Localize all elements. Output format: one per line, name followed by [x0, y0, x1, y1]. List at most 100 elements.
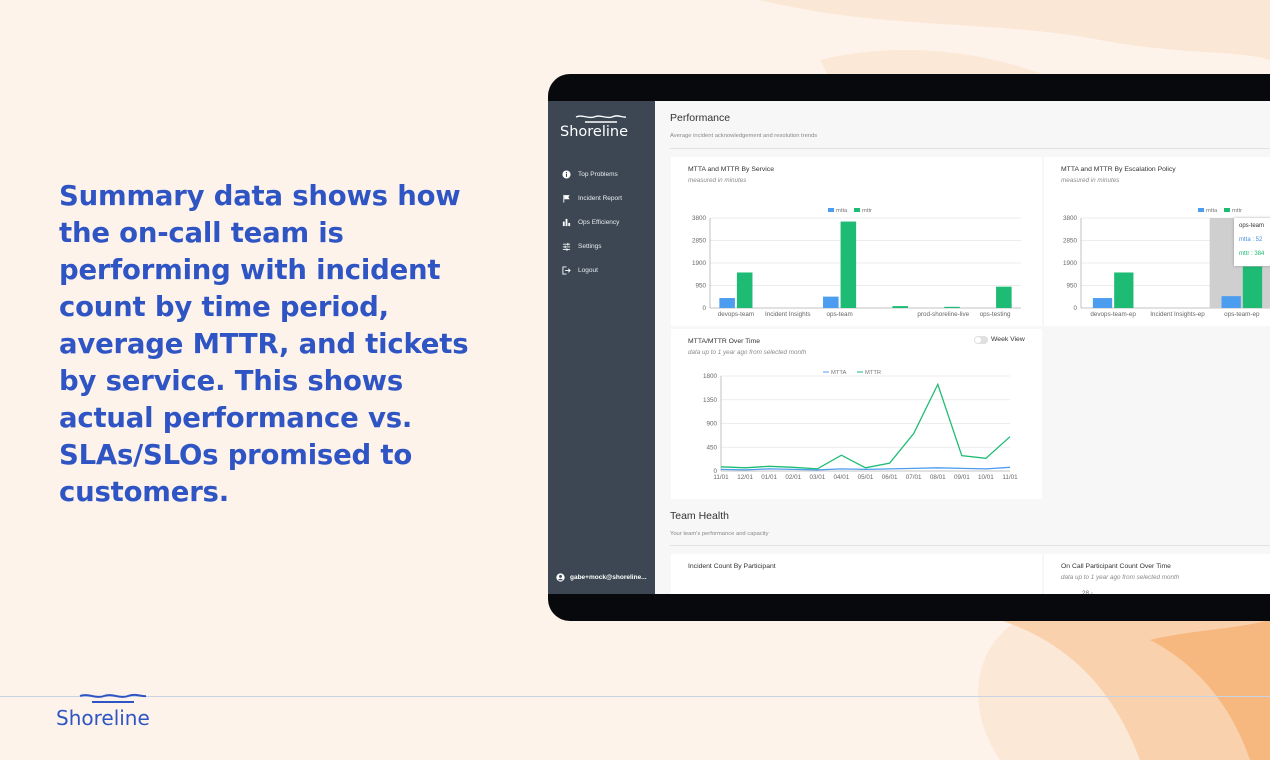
bar-mttr	[1114, 272, 1134, 308]
legend-label: MTTR	[865, 370, 881, 376]
legend-label: MTTA	[831, 370, 846, 376]
legend-swatch	[1224, 208, 1230, 212]
mtta-mttr-by-policy-card: MTTA and MTTR By Escalation Policy measu…	[1044, 157, 1270, 326]
x-tick-label: devops-team	[718, 311, 754, 318]
x-tick-label: 05/01	[858, 474, 874, 481]
by-service-bar-chart: 0 950 1900 2850 3800 devops-team Incident Insi…	[692, 208, 1021, 318]
mtta-mttr-over-time-card: MTTA/MTTR Over Time data up to 1 year ag…	[671, 329, 1042, 499]
y-tick-label: 2850	[692, 238, 707, 245]
team-health-title: Team Health	[670, 510, 729, 522]
flag-icon	[563, 194, 570, 203]
section-divider	[670, 148, 1270, 149]
nav-item-ops-efficiency[interactable]: Ops Efficiency	[562, 216, 619, 228]
series-line-MTTR	[720, 382, 1011, 470]
x-tick-label: Incident Insights	[765, 311, 811, 318]
main-content: Performance Average incident acknowledge…	[655, 101, 1270, 594]
y-tick-label: 2850	[1063, 238, 1078, 245]
bar-mttr	[892, 306, 908, 308]
y-tick-label: 1900	[692, 260, 707, 267]
nav-label: Logout	[578, 266, 598, 274]
card-subtitle: measured in minutes	[688, 177, 747, 184]
card-subtitle: data up to 1 year ago from selected mont…	[688, 349, 807, 356]
nav-label: Settings	[578, 242, 602, 250]
card-title: MTTA/MTTR Over Time	[688, 338, 760, 345]
nav-item-incident-report[interactable]: Incident Report	[562, 192, 622, 204]
bar-mtta	[1221, 296, 1241, 308]
sliders-icon	[562, 242, 571, 251]
legend-label: mttr	[1232, 208, 1242, 214]
series-line-MTTA	[720, 466, 1011, 471]
x-tick-label: 08/01	[930, 474, 946, 481]
wave-icon	[79, 693, 147, 703]
nav-label: Incident Report	[578, 194, 623, 202]
bar-mtta	[719, 298, 735, 308]
performance-title: Performance	[670, 112, 731, 124]
x-tick-label: ops-testing	[980, 311, 1011, 318]
y-tick-label: 3800	[692, 215, 707, 222]
legend-swatch	[1198, 208, 1204, 212]
y-tick-label: 450	[706, 444, 717, 451]
y-tick-label: 900	[706, 421, 717, 428]
bar-mttr	[1242, 266, 1263, 308]
y-tick-label: 1900	[1063, 260, 1078, 267]
card-subtitle: data up to 1 year ago from selected mont…	[1061, 574, 1180, 581]
card-title: MTTA and MTTR By Escalation Policy	[1061, 166, 1176, 173]
mtta-mttr-by-service-card: MTTA and MTTR By Service measured in min…	[671, 157, 1042, 326]
nav-item-settings[interactable]: Settings	[562, 240, 602, 252]
x-tick-label: 04/01	[834, 474, 850, 481]
footer-logo: Shoreline	[56, 690, 176, 740]
nav-item-logout[interactable]: Logout	[562, 264, 598, 276]
chart-tooltip: ops-team mtta : 52 mttr : 384	[1234, 218, 1270, 266]
card-subtitle: measured in minutes	[1061, 177, 1120, 184]
user-email: gabe+mock@shoreline...	[570, 574, 647, 581]
bar-mtta	[1092, 298, 1113, 308]
x-tick-label: 10/01	[978, 474, 994, 481]
x-tick-label: 02/01	[785, 474, 801, 481]
app-screen: Shoreline Top Problems Incident Report O…	[548, 101, 1270, 594]
y-tick-label: 28	[1082, 590, 1090, 594]
legend-label: mtta	[836, 208, 848, 214]
x-tick-label: 11/01	[713, 474, 729, 481]
x-tick-label: 12/01	[737, 474, 753, 481]
x-tick-label: devops-team-ep	[1090, 311, 1136, 318]
bar-chart-icon	[562, 218, 571, 226]
x-tick-label: 09/01	[954, 474, 970, 481]
section-divider	[670, 545, 1270, 546]
over-time-line-chart: 0 450 900 1350 1800 11/01 12/01 01/01 02/01 03/01…	[703, 370, 1018, 481]
x-tick-label: Incident Insights-ep	[1150, 311, 1205, 318]
week-view-label: Week View	[991, 336, 1025, 343]
y-tick-label: 0	[702, 305, 706, 312]
legend-swatch	[854, 208, 860, 212]
tooltip-mtta: mtta : 52	[1239, 237, 1263, 243]
wave-icon	[575, 115, 627, 123]
bar-mttr	[736, 272, 753, 308]
y-tick-label: 950	[695, 283, 706, 290]
sidebar: Shoreline Top Problems Incident Report O…	[548, 101, 655, 594]
y-tick-label: 950	[1066, 283, 1077, 290]
sidebar-logo[interactable]: Shoreline	[560, 114, 650, 144]
card-title: MTTA and MTTR By Service	[688, 166, 774, 173]
sidebar-brand-name: Shoreline	[560, 124, 628, 140]
card-title: On Call Participant Count Over Time	[1061, 563, 1171, 570]
nav-label: Ops Efficiency	[578, 218, 620, 226]
info-icon	[562, 169, 571, 179]
nav-item-top-problems[interactable]: Top Problems	[562, 168, 618, 180]
week-view-toggle[interactable]	[974, 336, 988, 344]
y-tick-label: 1800	[703, 373, 718, 380]
bar-mttr	[840, 221, 857, 308]
y-tick-label: 0	[713, 468, 717, 475]
x-tick-label: 06/01	[882, 474, 898, 481]
footer-divider	[0, 696, 1270, 697]
y-tick-label: 1350	[703, 397, 718, 404]
user-account[interactable]: gabe+mock@shoreline...	[556, 573, 647, 582]
x-tick-label: 11/01	[1002, 474, 1018, 481]
tooltip-title: ops-team	[1239, 223, 1265, 229]
on-call-line-chart: 28	[1082, 590, 1093, 594]
bar-mttr	[944, 306, 960, 308]
team-health-subtitle: Your team's performance and capacity	[670, 531, 769, 537]
device-frame: Shoreline Top Problems Incident Report O…	[548, 74, 1270, 621]
x-tick-label: 03/01	[809, 474, 825, 481]
card-title: Incident Count By Participant	[688, 563, 776, 570]
y-tick-label: 0	[1073, 305, 1077, 312]
logout-icon	[562, 265, 571, 275]
